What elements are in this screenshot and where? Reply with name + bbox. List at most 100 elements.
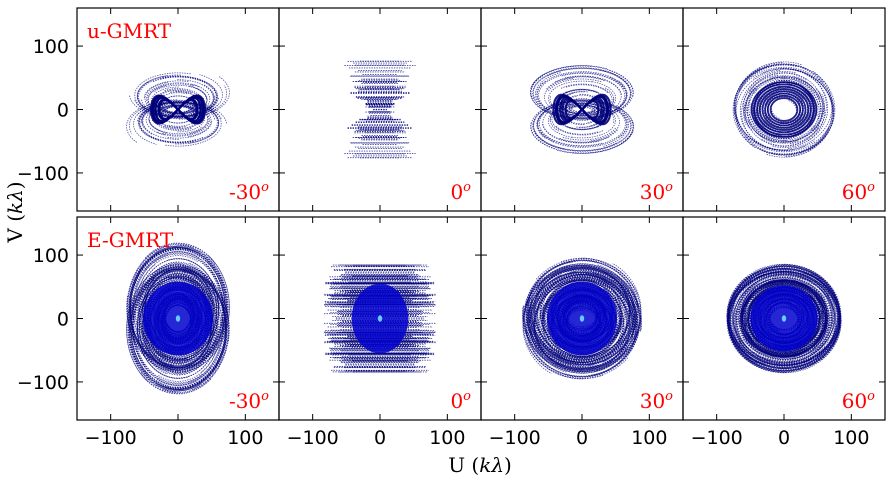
y-axis-label: V (kλ) bbox=[3, 181, 27, 243]
uv-track bbox=[164, 284, 217, 360]
uv-track bbox=[547, 78, 602, 92]
uv-track bbox=[747, 270, 834, 360]
uv-track bbox=[148, 105, 166, 132]
uv-track bbox=[142, 102, 209, 140]
uv-panel: 0o bbox=[278, 216, 482, 421]
uv-tracks bbox=[726, 263, 842, 374]
uv-track bbox=[738, 63, 824, 91]
uv-track bbox=[536, 282, 634, 361]
uv-track bbox=[745, 344, 833, 371]
uv-track bbox=[161, 264, 215, 305]
uv-track bbox=[556, 129, 634, 154]
uv-track bbox=[729, 304, 802, 371]
uv-track bbox=[738, 281, 837, 367]
uv-track bbox=[154, 245, 227, 293]
uv-track bbox=[525, 272, 639, 335]
uv-track bbox=[129, 253, 173, 369]
x-tick-label: 0 bbox=[172, 427, 184, 449]
uv-track bbox=[728, 265, 837, 364]
uv-track bbox=[141, 332, 195, 373]
uv-track bbox=[727, 271, 826, 373]
uv-track bbox=[747, 287, 773, 344]
uv-track bbox=[735, 63, 807, 151]
y-tick-label: 0 bbox=[57, 100, 69, 122]
uv-track bbox=[727, 271, 794, 373]
uv-track bbox=[728, 271, 768, 366]
uv-track bbox=[809, 270, 840, 354]
uv-track bbox=[556, 321, 624, 361]
uv-track bbox=[741, 313, 795, 360]
x-tick-label: 0 bbox=[374, 427, 386, 449]
uv-track bbox=[560, 83, 613, 107]
uv-track bbox=[603, 113, 629, 147]
uv-track bbox=[739, 281, 836, 365]
uv-track bbox=[766, 283, 824, 332]
uv-center-point bbox=[781, 315, 787, 322]
uv-track bbox=[131, 303, 175, 367]
uv-track bbox=[546, 274, 633, 370]
uv-track bbox=[144, 268, 226, 387]
x-tick-label: 100 bbox=[833, 427, 869, 449]
uv-track bbox=[564, 99, 600, 120]
panel-ticks bbox=[481, 8, 683, 211]
uv-track bbox=[134, 310, 210, 365]
uv-track bbox=[559, 257, 638, 295]
uv-track bbox=[527, 268, 638, 308]
uv-track bbox=[526, 260, 638, 338]
uv-track bbox=[734, 61, 807, 151]
uv-track bbox=[538, 106, 603, 147]
panel-ticks bbox=[683, 217, 885, 420]
uv-track bbox=[140, 322, 198, 373]
uv-track bbox=[161, 95, 195, 112]
uv-track bbox=[142, 315, 178, 371]
x-tick-label: −100 bbox=[691, 427, 743, 449]
uv-track bbox=[733, 273, 812, 366]
uv-track bbox=[531, 268, 589, 364]
declination-label: 60o bbox=[842, 180, 875, 204]
uv-track bbox=[796, 275, 834, 351]
uv-track bbox=[779, 68, 829, 142]
uv-track bbox=[530, 65, 634, 99]
uv-track bbox=[769, 281, 824, 315]
uv-track bbox=[126, 267, 212, 395]
uv-track bbox=[130, 268, 211, 388]
uv-track bbox=[160, 105, 196, 118]
uv-track bbox=[755, 93, 825, 143]
uv-track bbox=[522, 267, 629, 379]
uv-track bbox=[787, 272, 832, 333]
uv-track bbox=[139, 277, 192, 353]
declination-label: -30o bbox=[229, 389, 269, 413]
uv-track bbox=[744, 88, 820, 147]
uv-track bbox=[778, 279, 831, 319]
uv-track bbox=[542, 280, 621, 333]
uv-track bbox=[744, 322, 799, 356]
uv-track bbox=[735, 70, 780, 148]
uv-track bbox=[735, 266, 823, 293]
uv-track bbox=[768, 268, 841, 368]
uv-track bbox=[775, 67, 827, 145]
uv-track bbox=[157, 103, 210, 137]
uv-track bbox=[734, 286, 772, 362]
uv-track bbox=[147, 354, 210, 376]
uv-track bbox=[743, 76, 813, 126]
uv-track bbox=[542, 272, 625, 339]
uv-center-point bbox=[175, 315, 181, 322]
uv-panel: 60o bbox=[682, 216, 886, 421]
uv-track bbox=[131, 251, 225, 358]
uv-track bbox=[134, 72, 191, 111]
uv-track bbox=[526, 342, 605, 380]
uv-tracks bbox=[732, 61, 836, 158]
uv-track bbox=[541, 280, 618, 353]
uv-track bbox=[150, 247, 227, 313]
panel-ticks bbox=[683, 8, 885, 211]
x-tick-label: −100 bbox=[287, 427, 339, 449]
uv-track bbox=[531, 267, 618, 363]
uv-track bbox=[559, 129, 619, 143]
array-label: u-GMRT bbox=[87, 19, 172, 43]
uv-track bbox=[745, 310, 828, 358]
uv-track bbox=[788, 71, 833, 149]
uv-track bbox=[530, 307, 594, 360]
uv-track bbox=[744, 76, 824, 128]
y-tick-label: −100 bbox=[17, 163, 69, 185]
